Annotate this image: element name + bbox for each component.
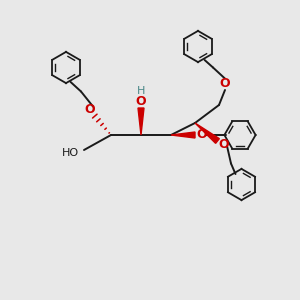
- Text: H: H: [137, 86, 145, 96]
- Text: O: O: [220, 77, 230, 90]
- Text: O: O: [84, 103, 95, 116]
- Polygon shape: [171, 132, 195, 138]
- Polygon shape: [138, 108, 144, 135]
- Text: O: O: [196, 128, 207, 142]
- Polygon shape: [195, 123, 219, 143]
- Text: O: O: [136, 95, 146, 108]
- Text: O: O: [219, 137, 230, 151]
- Text: HO: HO: [62, 148, 79, 158]
